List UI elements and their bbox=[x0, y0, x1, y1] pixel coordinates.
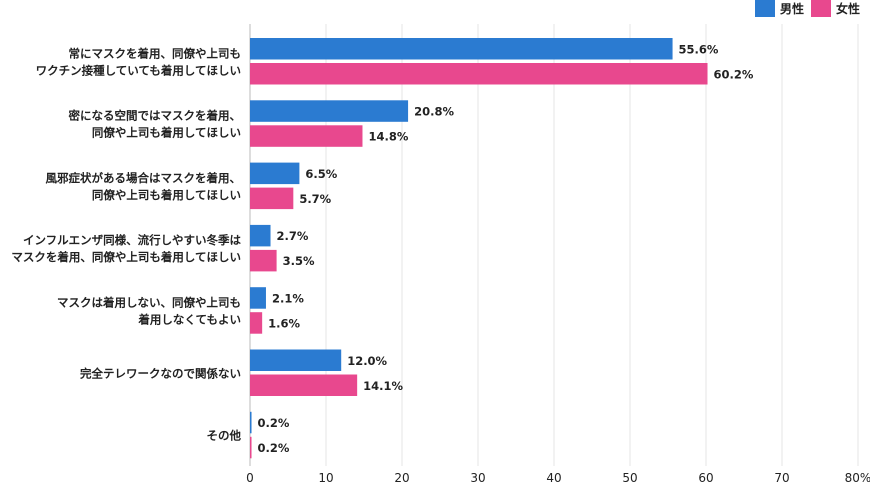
category-label: インフルエンザ同様、流行しやすい冬季は bbox=[23, 233, 242, 247]
category-label: 着用しなくてもよい bbox=[137, 312, 241, 326]
bar-female-4 bbox=[250, 312, 263, 334]
value-label: 60.2% bbox=[714, 67, 754, 81]
category-label: 同僚や上司も着用してほしい bbox=[92, 126, 241, 140]
x-tick-label: 40 bbox=[546, 471, 561, 485]
value-label: 55.6% bbox=[679, 42, 719, 56]
legend-swatch-male bbox=[755, 0, 775, 17]
category-label: 完全テレワークなので関係ない bbox=[80, 366, 241, 380]
bar-male-5 bbox=[250, 349, 342, 371]
value-label: 12.0% bbox=[347, 354, 387, 368]
x-tick-label: 60 bbox=[698, 471, 713, 485]
bar-male-2 bbox=[250, 162, 300, 185]
bar-female-2 bbox=[250, 187, 294, 210]
bar-female-3 bbox=[250, 249, 277, 272]
value-label: 6.5% bbox=[305, 167, 337, 181]
x-tick-label: 0 bbox=[246, 471, 254, 485]
value-label: 0.2% bbox=[258, 416, 290, 430]
value-label: 20.8% bbox=[414, 105, 454, 119]
bar-male-6 bbox=[250, 411, 252, 434]
x-tick-label: 30 bbox=[470, 471, 485, 485]
bar-female-1 bbox=[250, 125, 363, 147]
category-label: マスクを着用、同僚や上司も着用してほしい bbox=[11, 250, 241, 264]
x-tick-label: 10 bbox=[318, 471, 333, 485]
bar-female-6 bbox=[250, 436, 252, 459]
bars bbox=[250, 38, 708, 459]
bar-male-3 bbox=[250, 224, 271, 247]
legend: 男性 女性 bbox=[755, 0, 860, 17]
value-label: 0.2% bbox=[258, 441, 290, 455]
category-label: その他 bbox=[207, 429, 242, 443]
category-label: 密になる空間ではマスクを着用、 bbox=[68, 109, 242, 123]
bar-male-1 bbox=[250, 100, 409, 122]
value-label: 14.1% bbox=[363, 379, 403, 393]
category-label: ワクチン接種していても着用してほしい bbox=[36, 63, 241, 77]
x-tick-label: 20 bbox=[394, 471, 409, 485]
bar-female-5 bbox=[250, 374, 358, 396]
bar-female-0 bbox=[250, 63, 708, 85]
x-tick-label: 50 bbox=[622, 471, 637, 485]
x-tick-label: 80% bbox=[845, 471, 870, 485]
value-label: 3.5% bbox=[283, 254, 315, 268]
value-label: 5.7% bbox=[299, 192, 331, 206]
category-label: マスクは着用しない、同僚や上司も bbox=[57, 295, 241, 309]
bar-male-4 bbox=[250, 287, 266, 309]
grid-lines bbox=[249, 24, 859, 466]
value-label: 2.1% bbox=[272, 291, 304, 305]
value-label: 1.6% bbox=[268, 316, 300, 330]
labels: 0 10 20 30 40 50 60 70 80% 55.6% 60.2% 常にマスクを着用、同僚や… bbox=[11, 42, 870, 485]
category-label: 同僚や上司も着用してほしい bbox=[92, 188, 241, 202]
bar-male-0 bbox=[250, 38, 673, 60]
category-label: 常にマスクを着用、同僚や上司も bbox=[69, 46, 242, 60]
x-tick-label: 70 bbox=[774, 471, 789, 485]
value-label: 2.7% bbox=[277, 229, 309, 243]
value-label: 14.8% bbox=[368, 130, 408, 144]
legend-label: 男性 bbox=[780, 1, 804, 16]
category-label: 風邪症状がある場合はマスクを着用、 bbox=[46, 171, 242, 185]
legend-swatch-female bbox=[811, 0, 831, 17]
legend-label: 女性 bbox=[836, 1, 860, 16]
